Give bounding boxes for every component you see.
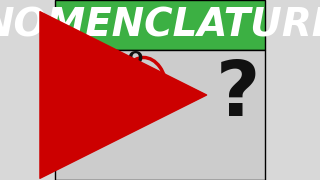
- Text: ?: ?: [216, 58, 260, 132]
- Text: O: O: [127, 50, 142, 68]
- FancyBboxPatch shape: [55, 50, 265, 180]
- FancyBboxPatch shape: [55, 0, 265, 50]
- Text: NOMENCLATURE: NOMENCLATURE: [0, 6, 320, 44]
- Text: OH: OH: [148, 87, 174, 102]
